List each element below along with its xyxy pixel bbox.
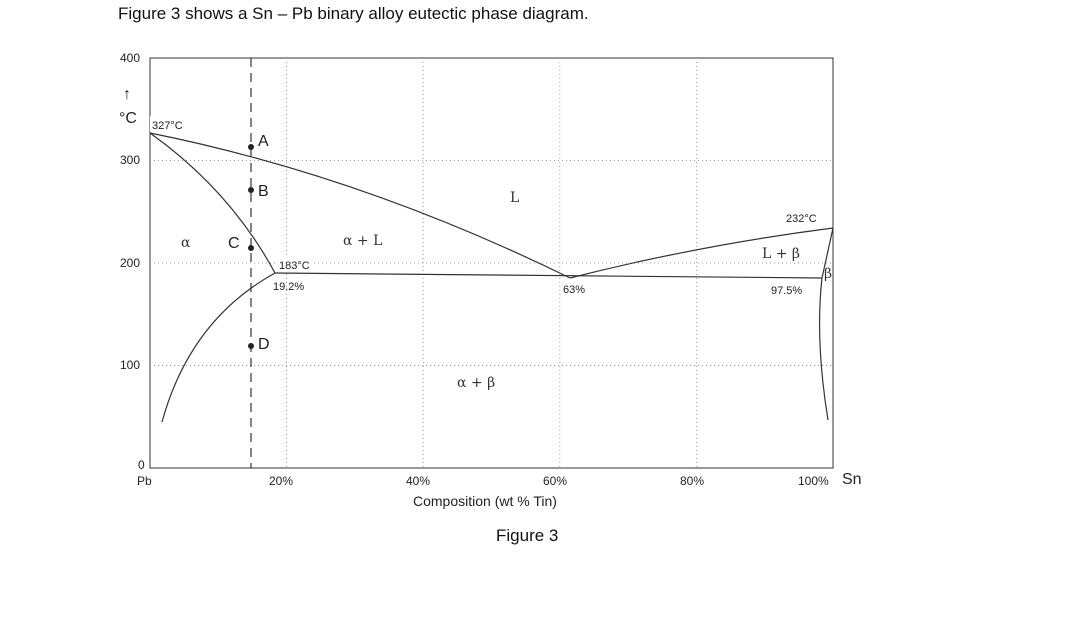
x-axis-end-label: Sn (842, 471, 862, 488)
point-c-label: C (228, 235, 240, 252)
eutectic-temperature-label: 183°C (279, 260, 310, 272)
solvus-alpha (161, 272, 276, 423)
eutectic-composition-label: 63% (563, 284, 585, 296)
y-axis: 400 300 200 100 0 ↑ °C (119, 51, 145, 472)
y-tick-0: 0 (138, 458, 145, 472)
x-tick-40: 40% (406, 474, 430, 488)
point-d-marker (248, 343, 254, 349)
point-b-label: B (258, 183, 269, 200)
key-point-labels: 327°C 232°C 183°C 19.2% 63% 97.5% (150, 116, 817, 297)
x-axis-title: Composition (wt % Tin) (413, 493, 557, 509)
y-axis-arrow: ↑ (123, 86, 131, 103)
intro-text: Figure 3 shows a Sn – Pb binary alloy eu… (118, 4, 589, 23)
phase-alpha-beta-label: α + β (457, 375, 495, 391)
x-tick-pb: Pb (137, 474, 152, 488)
x-tick-60: 60% (543, 474, 567, 488)
solidus-alpha (149, 132, 276, 274)
phase-beta-label: β (824, 266, 832, 282)
beta-solubility-label: 97.5% (771, 285, 802, 297)
y-axis-unit: °C (119, 110, 137, 127)
solvus-beta (818, 277, 829, 421)
y-tick-300: 300 (120, 153, 140, 167)
x-axis: Pb 20% 40% 60% 80% 100% Sn Composition (… (137, 471, 862, 509)
phase-liquid-label: L (510, 190, 519, 206)
y-tick-100: 100 (120, 358, 140, 372)
x-tick-20: 20% (269, 474, 293, 488)
phase-boundaries (149, 132, 834, 423)
x-tick-80: 80% (680, 474, 704, 488)
liquidus-right (569, 227, 834, 279)
phase-liquid-beta-label: L + β (762, 246, 800, 262)
point-a-label: A (258, 133, 269, 150)
x-tick-100: 100% (798, 474, 829, 488)
point-d-label: D (258, 336, 270, 353)
pb-melting-bg (150, 116, 190, 132)
pb-melting-label: 327°C (152, 120, 183, 132)
eutectic-line (274, 272, 823, 279)
alloy-points: A B C D (228, 133, 270, 353)
phase-alpha-label: α (181, 235, 191, 251)
point-c-marker (248, 245, 254, 251)
eutectic-temp-bg (276, 257, 312, 271)
alpha-solubility-label: 19.2% (273, 281, 304, 293)
y-tick-400: 400 (120, 51, 140, 65)
liquidus-left (149, 132, 571, 279)
point-b-marker (248, 187, 254, 193)
phase-region-labels: L α α + L L + β β α + β (181, 190, 832, 391)
figure-caption: Figure 3 (496, 526, 559, 545)
phase-alpha-liquid-label: α + L (343, 233, 382, 249)
point-a-marker (248, 144, 254, 150)
y-tick-200: 200 (120, 256, 140, 270)
sn-melting-label: 232°C (786, 213, 817, 225)
solidus-beta (821, 227, 834, 279)
